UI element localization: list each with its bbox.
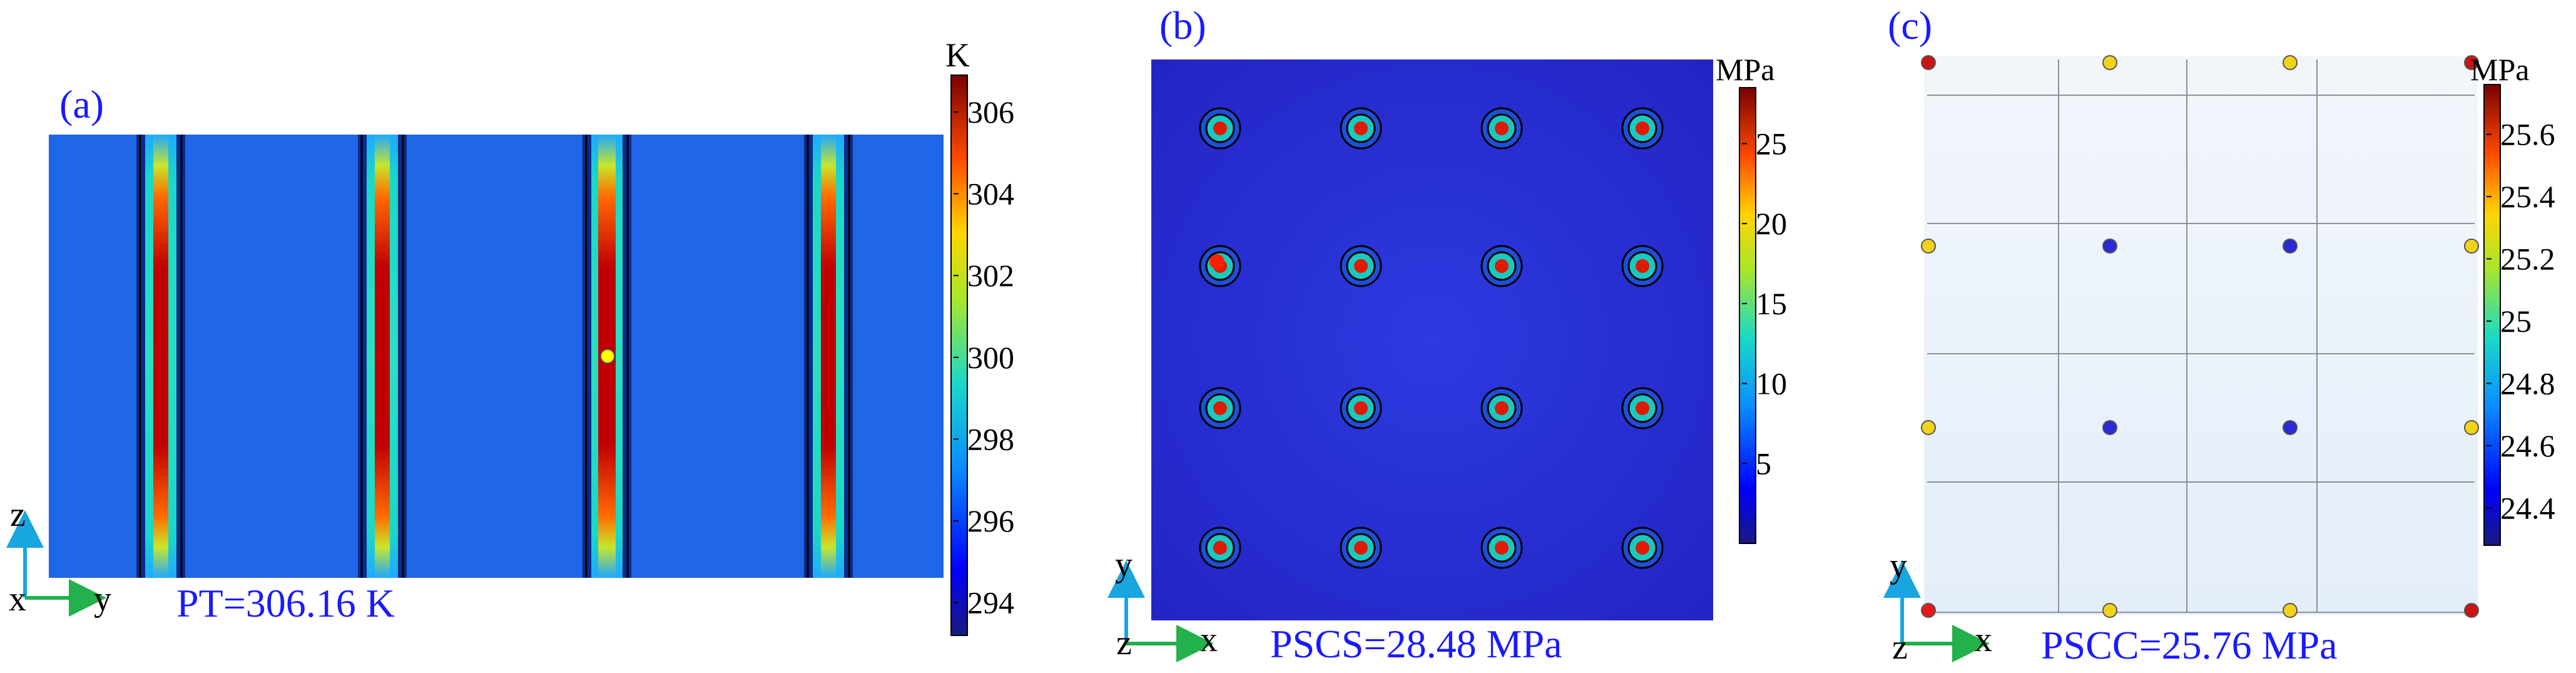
contact-point	[1921, 239, 1936, 254]
stress-hotspot	[1340, 107, 1382, 150]
contact-points	[1921, 55, 2479, 618]
stress-hotspot	[1621, 527, 1664, 569]
panel-c: (c) MPa 25.6 25.4 25.2 25 24.8 24.6 24.4 y z x…	[1883, 3, 2555, 667]
colorbar-tick-label: 25.6	[2500, 117, 2555, 152]
stress-hotspot-grid	[1199, 107, 1664, 569]
axis-c-vertical: y	[1890, 547, 1907, 585]
stress-hotspot	[1199, 527, 1241, 569]
colorbar-c-unit: MPa	[2470, 52, 2529, 87]
panel-a: (a)	[6, 36, 1014, 636]
stress-hotspot	[1340, 387, 1382, 429]
stress-hotspot	[1621, 387, 1664, 429]
colorbar-tick-label: 302	[967, 258, 1014, 293]
colorbar-b	[1739, 87, 1756, 544]
contact-point	[2283, 603, 2298, 618]
colorbar-tick-label: 24.4	[2500, 490, 2555, 525]
axis-triad-a: z x y	[6, 495, 111, 619]
contact-point	[2283, 420, 2298, 435]
contact-point	[2102, 420, 2117, 435]
contact-point	[2464, 239, 2479, 254]
contact-point	[2464, 55, 2479, 70]
colorbar-tick-label: 25.4	[2500, 179, 2555, 214]
stress-hotspot	[1621, 107, 1664, 150]
colorbar-tick-label: 298	[967, 421, 1014, 456]
contact-point	[1921, 55, 1936, 70]
colorbar-tick-label: 296	[967, 503, 1014, 538]
colorbar-tick-label: 10	[1756, 366, 1787, 401]
contact-point	[2464, 603, 2479, 618]
stress-hotspot	[1480, 107, 1523, 150]
max-stress-marker	[1209, 254, 1224, 269]
colorbar-a	[950, 74, 968, 636]
heat-stripe-4	[804, 135, 853, 578]
stress-hotspot	[1340, 527, 1382, 569]
axis-a-vertical: z	[10, 495, 26, 534]
contact-stress-field	[1924, 56, 2478, 615]
colorbar-tick-label: 15	[1756, 286, 1787, 321]
colorbar-a-unit: K	[945, 36, 970, 74]
stress-hotspot	[1480, 245, 1523, 287]
panel-a-label: (a)	[59, 82, 104, 126]
contact-point	[2102, 55, 2117, 70]
stress-hotspot	[1480, 527, 1523, 569]
colorbar-tick-label: 300	[967, 340, 1014, 375]
stress-field	[1151, 59, 1713, 620]
contact-point	[2102, 239, 2117, 254]
heat-stripe-2	[358, 135, 407, 578]
colorbar-tick-label: 5	[1756, 446, 1771, 481]
stress-hotspot	[1480, 387, 1523, 429]
panel-c-label: (c)	[1888, 3, 1932, 48]
panel-c-caption: PSCC=25.76 MPa	[2041, 623, 2338, 667]
panel-a-caption: PT=306.16 K	[176, 581, 395, 625]
contact-point	[2102, 603, 2117, 618]
contact-point	[2283, 239, 2298, 254]
stress-hotspot	[1199, 387, 1241, 429]
heat-stripe-3	[583, 135, 631, 578]
colorbar-a-ticks: 306 304 302 300 298 296 294	[954, 95, 1014, 620]
colorbar-tick-label: 25	[1756, 126, 1787, 161]
axis-a-horizontal: y	[94, 580, 111, 619]
panel-b-label: (b)	[1159, 3, 1206, 48]
colorbar-tick-label: 24.6	[2500, 428, 2555, 463]
contact-grid-lines	[1927, 59, 2475, 613]
stress-hotspot	[1199, 107, 1241, 150]
colorbar-tick-label: 25	[2500, 304, 2532, 339]
colorbar-tick-label: 24.8	[2500, 366, 2555, 401]
colorbar-tick-label: 304	[967, 176, 1014, 211]
axis-triad-b: y z x	[1107, 545, 1218, 662]
contact-point	[2464, 420, 2479, 435]
axis-c-horizontal: x	[1975, 620, 1992, 659]
contact-point	[1921, 603, 1936, 618]
panel-b-caption: PSCS=28.48 MPa	[1270, 622, 1562, 666]
stress-hotspot	[1340, 245, 1382, 287]
axis-b-out: z	[1116, 624, 1132, 662]
panel-b: (b) MPa 25 20 15 10 5 y z x PSCS=28.48 MPa	[1107, 3, 1787, 666]
axis-b-horizontal: x	[1200, 620, 1218, 659]
peak-temperature-marker	[600, 349, 615, 364]
contact-point	[1921, 420, 1936, 435]
temperature-field	[49, 135, 944, 578]
colorbar-c	[2483, 84, 2501, 546]
colorbar-tick-label: 294	[967, 585, 1014, 620]
axis-a-out: x	[9, 580, 26, 619]
colorbar-tick-label: 306	[967, 95, 1014, 130]
stress-hotspot	[1621, 245, 1664, 287]
colorbar-c-ticks: 25.6 25.4 25.2 25 24.8 24.6 24.4	[2487, 117, 2555, 525]
colorbar-tick-label: 20	[1756, 206, 1787, 241]
axis-b-vertical: y	[1115, 545, 1133, 584]
colorbar-b-unit: MPa	[1716, 52, 1774, 87]
axis-c-out: z	[1892, 628, 1908, 667]
colorbar-tick-label: 25.2	[2500, 241, 2555, 276]
axis-triad-c: y z x	[1883, 547, 1992, 667]
contact-point	[2283, 55, 2298, 70]
heat-stripe-1	[136, 135, 185, 578]
colorbar-b-ticks: 25 20 15 10 5	[1742, 126, 1787, 481]
